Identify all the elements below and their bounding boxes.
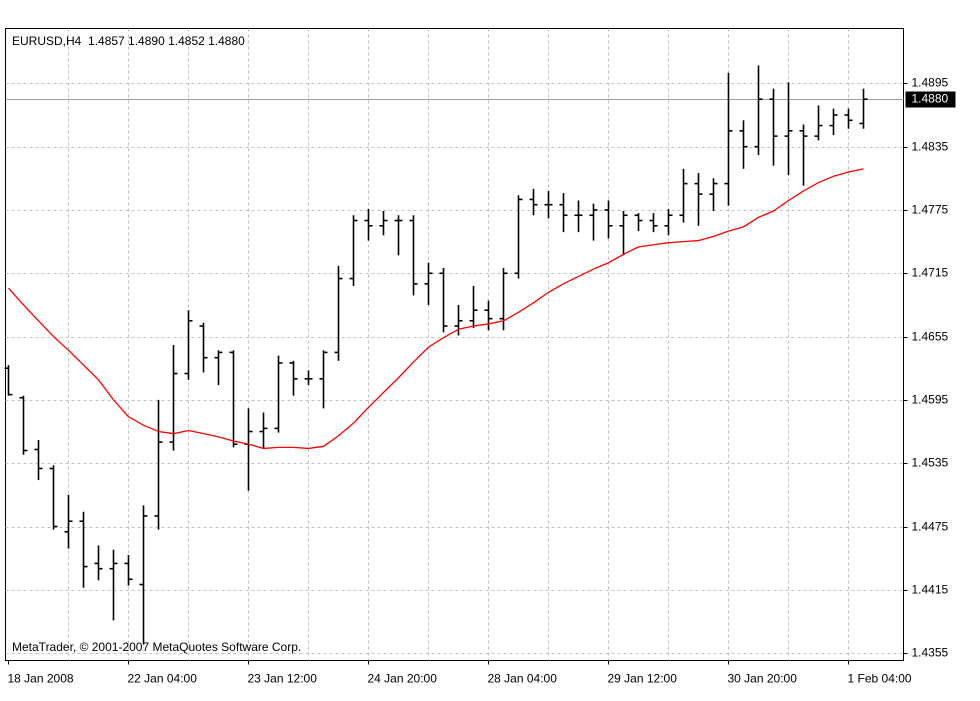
y-tick-label: 1.4355 [912, 646, 949, 660]
x-tick-label: 28 Jan 04:00 [488, 672, 558, 686]
y-tick-label: 1.4415 [912, 583, 949, 597]
y-tick-label: 1.4835 [912, 140, 949, 154]
y-tick-label: 1.4595 [912, 393, 949, 407]
y-tick-label: 1.4535 [912, 456, 949, 470]
y-tick-label: 1.4655 [912, 330, 949, 344]
marks [4, 65, 868, 645]
chart-title: EURUSD,H4 1.4857 1.4890 1.4852 1.4880 [12, 34, 245, 48]
grid [5, 28, 904, 661]
x-tick-label: 23 Jan 12:00 [248, 672, 318, 686]
last-price-label: 1.4880 [912, 92, 949, 106]
x-tick-label: 24 Jan 20:00 [368, 672, 438, 686]
copyright: MetaTrader, © 2001-2007 MetaQuotes Softw… [12, 640, 301, 654]
x-tick-label: 30 Jan 20:00 [728, 672, 798, 686]
x-tick-label: 29 Jan 12:00 [608, 672, 678, 686]
moving-average [8, 168, 864, 450]
y-tick-label: 1.4715 [912, 266, 949, 280]
axes: 1.4355 1.4415 1.4475 1.4535 1.4595 1.4655 1.47… [8, 76, 956, 686]
x-tick-label: 18 Jan 2008 [8, 672, 74, 686]
y-tick-label: 1.4895 [912, 76, 949, 90]
y-tick-label: 1.4775 [912, 203, 949, 217]
last-price-box [905, 91, 956, 108]
x-tick-label: 1 Feb 04:00 [848, 672, 912, 686]
y-tick-label: 1.4475 [912, 520, 949, 534]
x-tick-label: 22 Jan 04:00 [128, 672, 198, 686]
plot-frame [5, 28, 904, 661]
